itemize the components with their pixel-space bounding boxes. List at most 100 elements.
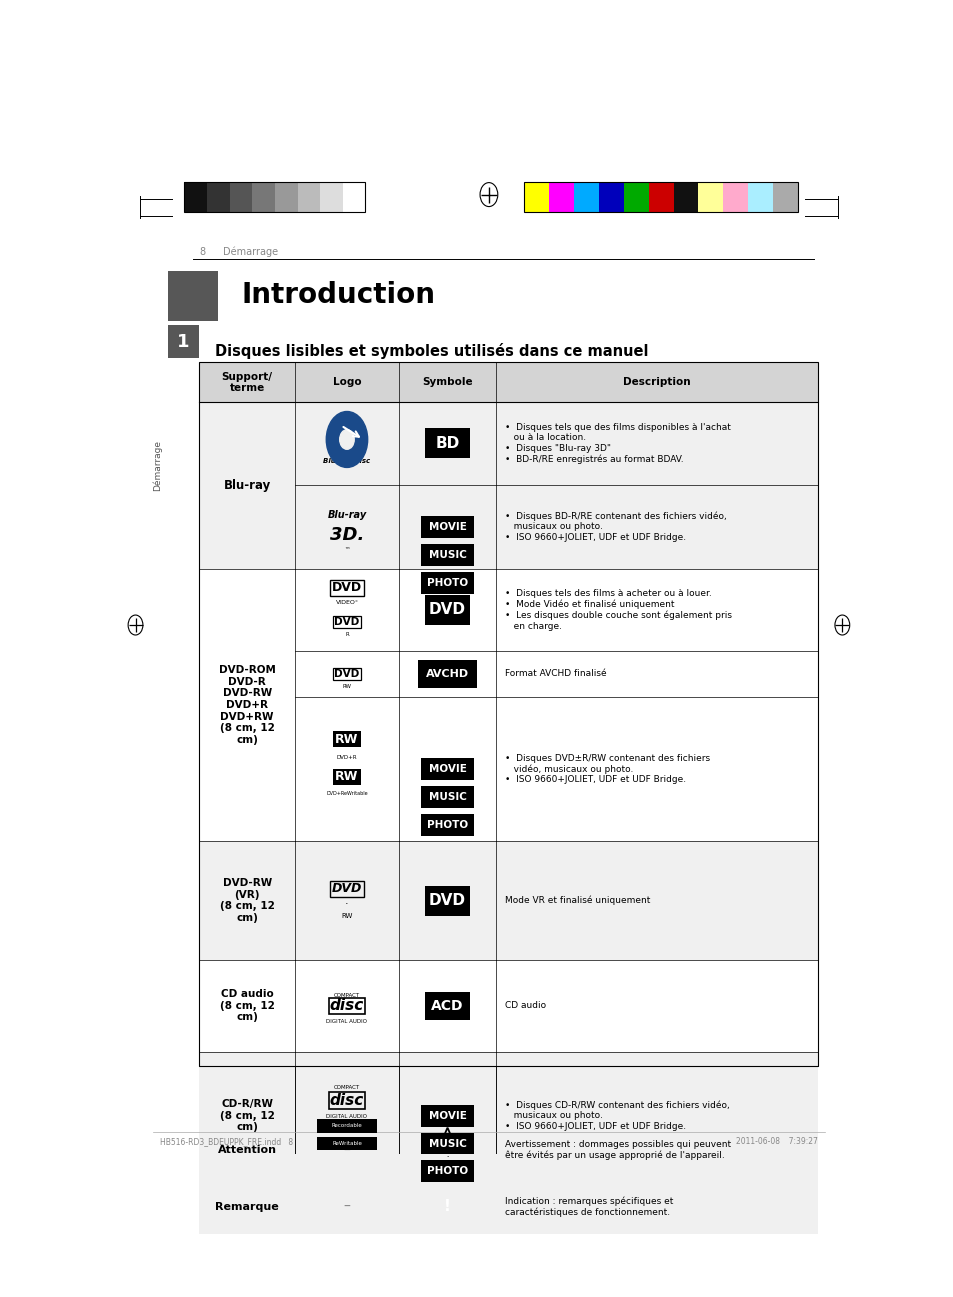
Bar (417, 660, 476, 687)
Text: ™: ™ (344, 549, 350, 553)
Bar (524, 182, 797, 211)
Bar (424, 595, 470, 625)
Bar (420, 516, 474, 538)
Text: 3D.: 3D. (330, 525, 364, 543)
Bar (420, 1161, 474, 1183)
Bar (549, 182, 574, 211)
Text: ·: · (345, 899, 349, 909)
Text: DVD: DVD (334, 617, 359, 626)
Circle shape (326, 411, 367, 467)
Bar (420, 815, 474, 835)
Text: DVD: DVD (334, 669, 359, 678)
Text: COMPACT: COMPACT (334, 1086, 359, 1089)
Bar (274, 182, 297, 211)
Text: •  Disques CD-R/RW contenant des fichiers vidéo,
   musicaux ou photo.
•  ISO 96: • Disques CD-R/RW contenant des fichiers… (505, 1100, 729, 1131)
Text: Démarrage: Démarrage (152, 440, 162, 490)
Bar (420, 757, 474, 779)
Bar (199, 362, 817, 1066)
Bar (673, 182, 698, 211)
Bar (320, 182, 342, 211)
Bar (420, 543, 474, 565)
Text: RW: RW (342, 685, 351, 690)
Text: –: – (343, 1200, 350, 1214)
Text: Blu-ray Disc: Blu-ray Disc (323, 458, 370, 464)
Bar (199, 960, 817, 1052)
Text: Blu-ray: Blu-ray (327, 510, 366, 520)
Text: PHOTO: PHOTO (427, 577, 468, 588)
Text: disc: disc (330, 1093, 364, 1108)
Bar (420, 1132, 474, 1154)
Bar (722, 182, 747, 211)
Text: 2011-06-08    7:39:27: 2011-06-08 7:39:27 (736, 1137, 817, 1145)
Text: MUSIC: MUSIC (428, 792, 466, 802)
Bar (747, 182, 772, 211)
Bar (424, 886, 470, 916)
Bar (199, 842, 817, 960)
Bar (184, 182, 207, 211)
Text: 8: 8 (199, 246, 205, 257)
Text: Description: Description (622, 377, 690, 388)
Bar (648, 182, 673, 211)
Text: MOVIE: MOVIE (428, 1110, 466, 1121)
Text: COMPACT: COMPACT (334, 994, 359, 999)
Text: ReWritable: ReWritable (332, 1141, 361, 1147)
Text: RW: RW (335, 733, 358, 746)
Text: MUSIC: MUSIC (428, 1139, 466, 1149)
Bar (420, 1105, 474, 1127)
Text: Démarrage: Démarrage (222, 246, 277, 257)
Bar (230, 182, 252, 211)
Bar (297, 182, 320, 211)
Text: VIDEO°: VIDEO° (335, 601, 358, 606)
Text: Remarque: Remarque (215, 1202, 278, 1211)
Text: BD: BD (435, 436, 459, 451)
Text: DVD+ReWritable: DVD+ReWritable (326, 791, 368, 796)
Bar (168, 326, 199, 358)
Text: R: R (345, 633, 349, 637)
Text: MOVIE: MOVIE (428, 764, 466, 774)
Text: Blu-ray: Blu-ray (223, 479, 271, 492)
Text: Avertissement : dommages possibles qui peuvent
être évités par un usage appropri: Avertissement : dommages possibles qui p… (505, 1140, 731, 1161)
Text: DVD-RW
(VR)
(8 cm, 12
cm): DVD-RW (VR) (8 cm, 12 cm) (219, 878, 274, 923)
Text: •  Disques BD-R/RE contenant des fichiers vidéo,
   musicaux ou photo.
•  ISO 96: • Disques BD-R/RE contenant des fichiers… (505, 511, 726, 542)
Text: CD-R/RW
(8 cm, 12
cm): CD-R/RW (8 cm, 12 cm) (219, 1099, 274, 1132)
Bar (317, 1136, 376, 1150)
Bar (199, 402, 817, 569)
Text: Indication : remarques spécifiques et
caractéristiques de fonctionnement.: Indication : remarques spécifiques et ca… (505, 1197, 673, 1217)
Text: Mode VR et finalisé uniquement: Mode VR et finalisé uniquement (505, 896, 650, 905)
Circle shape (431, 1185, 463, 1230)
Bar (199, 1052, 817, 1179)
Text: Logo: Logo (333, 377, 361, 388)
Text: •  Disques tels que des films disponibles à l'achat
   ou à la location.
•  Disq: • Disques tels que des films disponibles… (505, 423, 730, 464)
Bar (342, 182, 365, 211)
Circle shape (339, 429, 354, 449)
Text: DIGITAL AUDIO: DIGITAL AUDIO (326, 1114, 367, 1119)
Text: PHOTO: PHOTO (427, 820, 468, 830)
Text: AVCHD: AVCHD (425, 669, 469, 678)
Text: •  Disques tels des films à acheter ou à louer.
•  Mode Vidéo et finalisé unique: • Disques tels des films à acheter ou à … (505, 589, 731, 630)
Text: RW: RW (341, 913, 353, 918)
Text: DVD+R: DVD+R (336, 755, 357, 760)
Text: RW: RW (335, 770, 358, 783)
Text: DVD-ROM
DVD-R
DVD-RW
DVD+R
DVD+RW
(8 cm, 12
cm): DVD-ROM DVD-R DVD-RW DVD+R DVD+RW (8 cm,… (218, 665, 275, 744)
Text: CD audio: CD audio (505, 1001, 546, 1010)
Bar (772, 182, 797, 211)
Text: Support/
terme: Support/ terme (221, 371, 273, 393)
Bar (184, 182, 365, 211)
Bar (698, 182, 722, 211)
Bar (420, 572, 474, 594)
Text: Disques lisibles et symboles utilisés dans ce manuel: Disques lisibles et symboles utilisés da… (215, 344, 648, 359)
Bar (168, 271, 218, 322)
Text: •  Disques DVD±R/RW contenant des fichiers
   vidéo, musicaux ou photo.
•  ISO 9: • Disques DVD±R/RW contenant des fichier… (505, 754, 710, 785)
Bar (199, 362, 817, 402)
Bar (207, 182, 230, 211)
Text: disc: disc (330, 999, 364, 1013)
Text: 1: 1 (177, 333, 190, 351)
Text: ACD: ACD (431, 999, 463, 1013)
Text: –: – (343, 1144, 350, 1157)
Text: Introduction: Introduction (241, 281, 435, 310)
Text: MOVIE: MOVIE (428, 521, 466, 532)
Text: Attention: Attention (217, 1145, 276, 1156)
Text: DVD: DVD (429, 894, 465, 908)
Text: Recordable: Recordable (332, 1123, 362, 1128)
Bar (252, 182, 274, 211)
